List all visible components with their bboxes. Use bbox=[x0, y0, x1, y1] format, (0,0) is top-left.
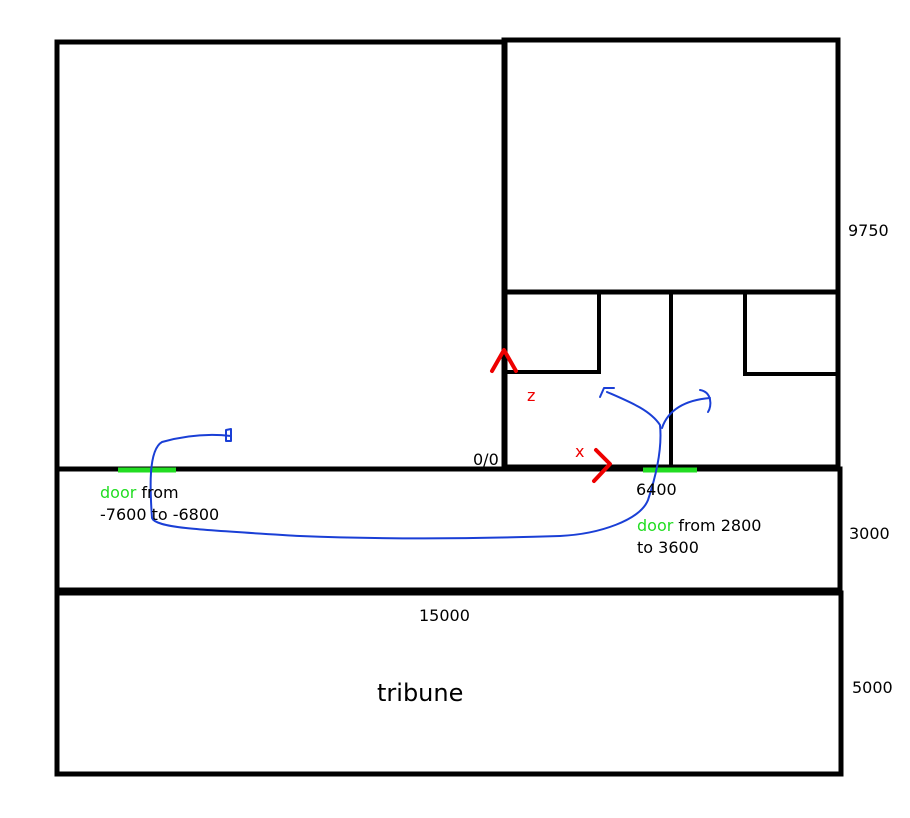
origin-label: 0/0 bbox=[473, 450, 499, 469]
corridor-wall bbox=[54, 466, 843, 593]
dim-3000: 3000 bbox=[849, 524, 890, 543]
walk-path-start-mark bbox=[225, 428, 232, 442]
tribune-wall bbox=[54, 590, 844, 777]
door-left-label-line2: -7600 to -6800 bbox=[100, 505, 219, 524]
door-right-label-line2: to 3600 bbox=[637, 538, 699, 557]
x-axis-arrow bbox=[592, 448, 612, 483]
tribune-label: tribune bbox=[377, 679, 463, 707]
z-axis-arrow bbox=[490, 348, 518, 373]
walk-path-arrow-left bbox=[599, 387, 615, 398]
upper-right-room-wall bbox=[501, 37, 841, 295]
z-axis-label: z bbox=[527, 386, 535, 405]
walk-path-branch bbox=[661, 397, 711, 429]
x-6400-label: 6400 bbox=[636, 480, 677, 499]
inner-room-right-wall bbox=[743, 290, 840, 376]
dim-5000: 5000 bbox=[852, 678, 893, 697]
dim-9750: 9750 bbox=[848, 221, 889, 240]
inner-room-left-wall bbox=[502, 290, 601, 374]
door-right-label-line1: door from 2800 bbox=[637, 516, 761, 535]
walk-path bbox=[149, 391, 662, 540]
walk-path-arrow-right bbox=[699, 389, 712, 413]
dim-15000: 15000 bbox=[419, 606, 470, 625]
door-left-label-line1: door from bbox=[100, 483, 179, 502]
x-axis-label: x bbox=[575, 442, 584, 461]
big-room-wall bbox=[54, 39, 508, 472]
